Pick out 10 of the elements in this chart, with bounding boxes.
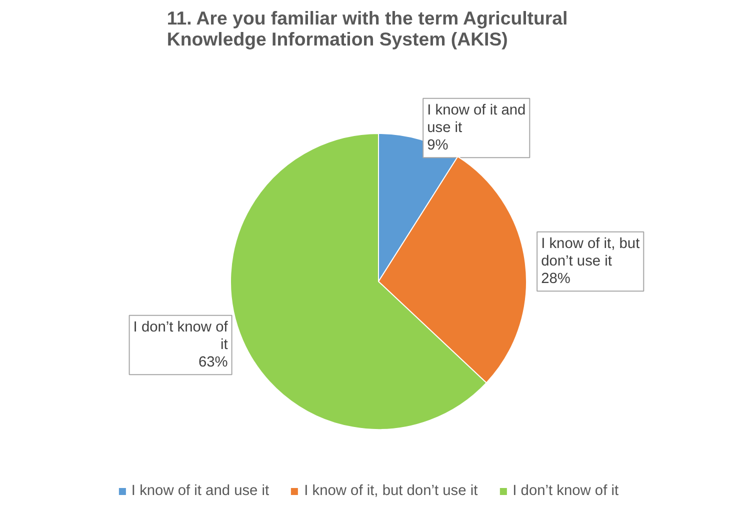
chart-title: 11. Are you familiar with the term Agricultural Knowledge Information System (AKIS) [166,8,568,50]
legend-label: I know of it and use it [131,483,270,499]
legend-label: I know of it, but don’t use it [304,483,478,499]
slice-label: I know of it, but don’t use it [541,236,640,270]
data-label: 63% [198,354,228,371]
data-label: 9% [427,138,448,154]
legend-label: I don’t know of it [512,483,619,499]
data-label: 28% [541,271,570,288]
slice-label: I don’t know of it [133,319,229,353]
slice-label: I know of it and use it [427,102,526,136]
